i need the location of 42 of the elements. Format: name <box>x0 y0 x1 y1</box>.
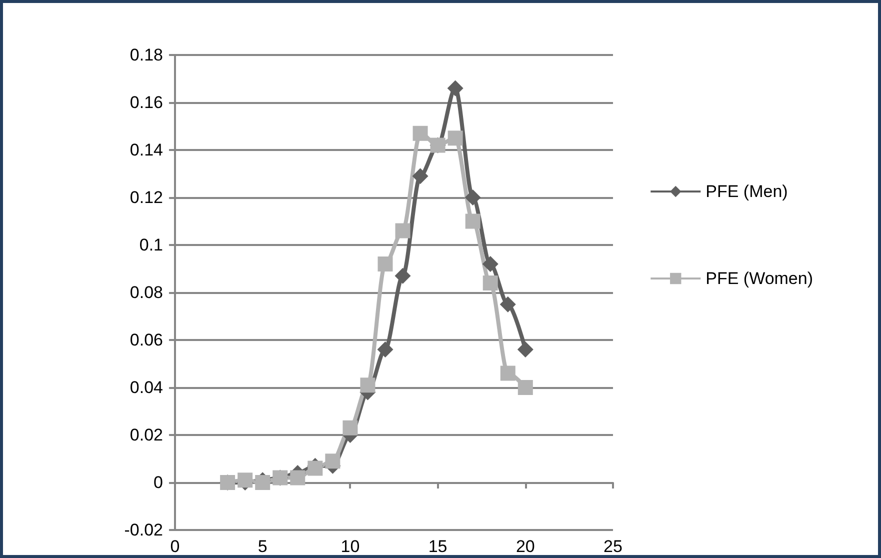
point <box>482 256 498 272</box>
point <box>412 168 428 184</box>
point <box>465 214 480 229</box>
point <box>378 256 393 272</box>
y-tick-label: 0.04 <box>130 378 163 397</box>
x-tick-label: 20 <box>516 537 535 556</box>
point <box>325 454 340 469</box>
point <box>255 475 270 490</box>
x-tick-label: 25 <box>604 537 622 556</box>
point <box>238 472 253 488</box>
x-tick-label: 15 <box>428 537 448 556</box>
x-tick-label: 5 <box>258 537 268 556</box>
point <box>342 420 358 436</box>
point <box>518 380 533 395</box>
point <box>290 470 306 486</box>
point <box>500 296 516 312</box>
point <box>412 126 428 141</box>
y-tick-label: 0.18 <box>130 46 163 64</box>
y-tick-label: 0.06 <box>130 330 163 350</box>
point <box>308 460 323 476</box>
legend-label: PFE (Men) <box>706 182 788 201</box>
point <box>394 268 411 284</box>
point <box>517 342 534 358</box>
y-tick-label: 0.16 <box>130 93 163 112</box>
point <box>377 342 394 358</box>
point <box>447 80 464 96</box>
x-tick-label: 10 <box>340 537 360 556</box>
point <box>464 190 481 206</box>
y-tick-label: 0 <box>154 473 163 492</box>
point <box>500 366 516 381</box>
y-tick-label: 0.02 <box>130 426 163 444</box>
y-tick-label: 0.1 <box>139 236 163 254</box>
point <box>360 378 376 393</box>
y-tick-label: 0.14 <box>130 140 163 160</box>
x-tick-label: 0 <box>170 537 180 556</box>
y-tick-label: 0.12 <box>130 188 163 207</box>
point <box>448 130 463 146</box>
point <box>482 276 498 290</box>
y-tick-label: 0.08 <box>130 283 163 302</box>
y-tick-label: -0.02 <box>124 520 163 540</box>
legend-label: PFE (Women) <box>706 269 814 288</box>
point <box>395 223 410 238</box>
